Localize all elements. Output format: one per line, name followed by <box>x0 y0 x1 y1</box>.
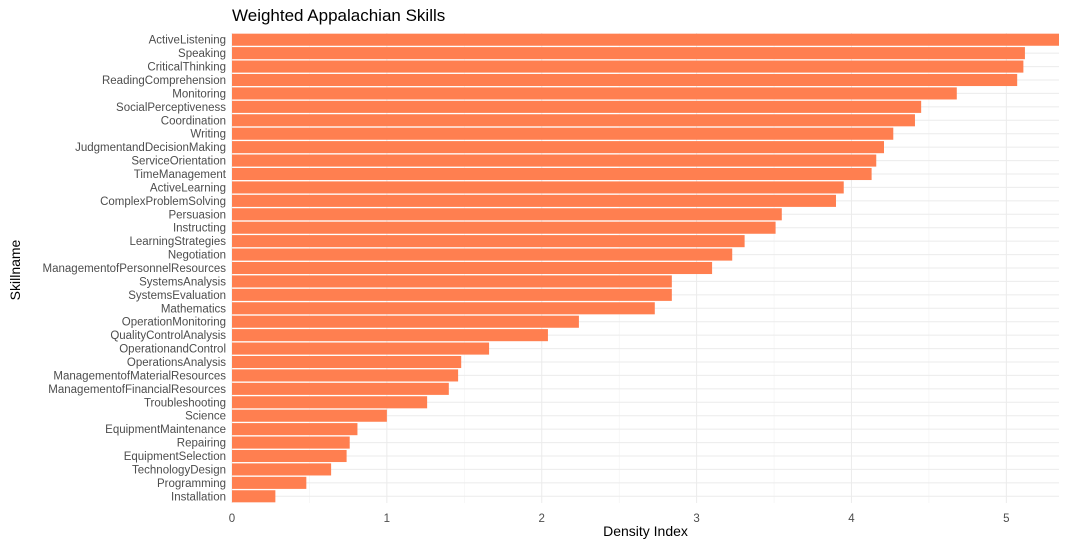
bar-SocialPerceptiveness <box>232 100 922 113</box>
y-tick-label: Science <box>185 411 226 423</box>
y-tick-label: Writing <box>190 129 226 141</box>
y-tick-label: ActiveLearning <box>150 182 226 194</box>
y-tick-label: ManagementofFinancialResources <box>48 384 226 396</box>
bar-LearningStrategies <box>232 235 745 248</box>
bar-EquipmentSelection <box>232 449 347 463</box>
y-tick-label: TimeManagement <box>134 169 227 181</box>
y-tick-label: Troubleshooting <box>144 397 226 409</box>
y-tick-label: Installation <box>171 491 226 503</box>
y-tick-label: ActiveListening <box>149 35 226 47</box>
x-tick-label: 2 <box>539 513 545 525</box>
y-tick-label: ManagementofMaterialResources <box>53 370 226 382</box>
bar-Troubleshooting <box>232 396 428 409</box>
y-tick-label: ReadingComprehension <box>102 75 226 87</box>
y-tick-label: ComplexProblemSolving <box>100 196 226 208</box>
y-tick-label: Repairing <box>177 438 226 450</box>
y-tick-label: Monitoring <box>172 88 226 100</box>
bar-ActiveListening <box>232 33 1059 46</box>
bar-QualityControlAnalysis <box>232 329 548 342</box>
bar-ComplexProblemSolving <box>232 194 836 207</box>
bar-TechnologyDesign <box>232 463 332 476</box>
x-axis-label: Density Index <box>603 523 688 539</box>
bar-Writing <box>232 127 894 140</box>
bar-CriticalThinking <box>232 60 1024 73</box>
bar-Mathematics <box>232 302 655 315</box>
bar-ManagementofPersonnelResources <box>232 261 713 275</box>
bar-ReadingComprehension <box>232 73 1018 87</box>
bar-OperationsAnalysis <box>232 355 462 369</box>
bar-EquipmentMaintenance <box>232 423 358 436</box>
y-tick-label: SystemsEvaluation <box>128 290 226 302</box>
x-tick-label: 4 <box>848 513 855 525</box>
y-tick-label: Speaking <box>178 48 226 60</box>
y-tick-label: Coordination <box>161 115 226 127</box>
bar-Science <box>232 409 387 422</box>
y-tick-label: CriticalThinking <box>147 62 226 74</box>
bar-Negotiation <box>232 248 733 261</box>
x-tick-label: 3 <box>693 513 699 525</box>
bar-ActiveLearning <box>232 181 844 194</box>
y-tick-label: ServiceOrientation <box>131 156 226 168</box>
bar-Instructing <box>232 221 776 234</box>
y-tick-label: QualityControlAnalysis <box>110 330 226 342</box>
y-tick-label: OperationsAnalysis <box>127 357 226 369</box>
bar-OperationandControl <box>232 342 490 355</box>
chart-title: Weighted Appalachian Skills <box>232 6 446 25</box>
y-tick-label: Persuasion <box>168 209 226 221</box>
bar-ServiceOrientation <box>232 154 877 167</box>
y-tick-label: LearningStrategies <box>129 236 226 248</box>
x-tick-label: 1 <box>384 513 390 525</box>
bar-OperationMonitoring <box>232 315 579 328</box>
y-tick-label: Instructing <box>173 223 226 235</box>
bar-JudgmentandDecisionMaking <box>232 141 884 154</box>
bar-ManagementofFinancialResources <box>232 382 449 395</box>
bar-Speaking <box>232 47 1025 60</box>
bar-Repairing <box>232 436 350 449</box>
bar-SystemsAnalysis <box>232 275 672 288</box>
y-tick-label: OperationandControl <box>119 344 226 356</box>
y-tick-label: EquipmentSelection <box>124 451 226 463</box>
y-tick-label: SystemsAnalysis <box>139 276 226 288</box>
x-tick-label: 5 <box>1003 513 1009 525</box>
y-axis-label: Skillname <box>7 239 23 301</box>
bar-TimeManagement <box>232 167 872 181</box>
bar-SystemsEvaluation <box>232 288 672 301</box>
bar-Coordination <box>232 114 915 127</box>
bar-Persuasion <box>232 208 782 221</box>
y-tick-label: SocialPerceptiveness <box>116 102 226 114</box>
bar-ManagementofMaterialResources <box>232 369 459 382</box>
y-tick-label: JudgmentandDecisionMaking <box>75 142 226 154</box>
y-tick-label: Negotiation <box>168 250 226 262</box>
bar-Monitoring <box>232 87 957 100</box>
y-tick-label: Mathematics <box>161 303 226 315</box>
bar-Installation <box>232 490 276 503</box>
x-tick-label: 0 <box>229 513 235 525</box>
y-tick-label: ManagementofPersonnelResources <box>43 263 227 275</box>
y-tick-label: Programming <box>157 478 226 490</box>
bar-Programming <box>232 476 307 489</box>
y-tick-label: TechnologyDesign <box>132 464 226 476</box>
y-tick-label: EquipmentMaintenance <box>105 424 226 436</box>
y-tick-label: OperationMonitoring <box>122 317 226 329</box>
